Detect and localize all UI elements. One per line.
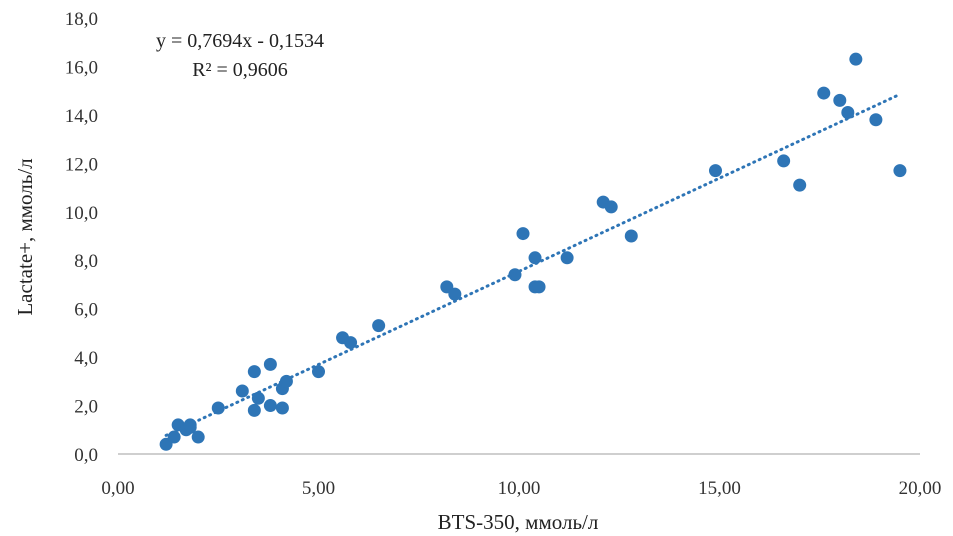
data-point (893, 164, 907, 178)
y-tick-label: 8,0 (74, 251, 98, 272)
data-point (263, 399, 277, 413)
data-point (560, 251, 574, 265)
trendline (164, 92, 902, 437)
data-point (516, 227, 530, 241)
data-point (448, 287, 462, 301)
x-tick-label: 5,00 (302, 478, 335, 499)
y-tick-label: 18,0 (65, 9, 98, 30)
y-tick-label: 12,0 (65, 154, 98, 175)
data-point (275, 401, 289, 415)
x-tick-label: 0,00 (101, 478, 134, 499)
data-point (624, 229, 638, 243)
data-point (708, 164, 722, 178)
y-tick-label: 0,0 (74, 445, 98, 466)
r-squared-label: R² = 0,9606 (192, 59, 288, 81)
data-point (532, 280, 546, 294)
data-point (833, 93, 847, 107)
trendline-equation: y = 0,7694x - 0,1534 (156, 30, 324, 52)
data-point (777, 154, 791, 168)
x-tick-label: 20,00 (899, 478, 942, 499)
y-tick-label: 4,0 (74, 348, 98, 369)
data-point (817, 86, 831, 100)
data-point (528, 251, 542, 265)
x-axis-ticks: 0,00 5,00 10,00 15,00 20,00 (101, 478, 941, 499)
y-tick-label: 10,0 (65, 203, 98, 224)
data-point (604, 200, 618, 214)
data-point (849, 52, 863, 66)
x-tick-label: 10,00 (498, 478, 541, 499)
y-tick-label: 14,0 (65, 106, 98, 127)
y-axis-title: Lactate+, ммоль/л (13, 158, 37, 315)
x-axis-title: BTS-350, ммоль/л (438, 510, 599, 534)
data-point (191, 430, 205, 444)
data-point (869, 113, 883, 127)
y-tick-label: 16,0 (65, 57, 98, 78)
y-tick-label: 6,0 (74, 300, 98, 321)
data-point (312, 365, 325, 379)
data-point (279, 374, 293, 388)
data-point (372, 319, 386, 333)
data-point (247, 365, 261, 379)
data-point (235, 384, 249, 398)
y-axis-ticks: 0,0 2,0 4,0 6,0 8,0 10,0 12,0 14,0 16,0 18,0 (65, 9, 98, 466)
y-tick-label: 2,0 (74, 397, 98, 418)
data-point (793, 178, 807, 192)
x-tick-label: 15,00 (698, 478, 741, 499)
data-points (159, 52, 907, 451)
data-point (167, 430, 181, 444)
data-point (247, 403, 261, 417)
data-point (263, 357, 277, 371)
data-point (344, 336, 358, 350)
